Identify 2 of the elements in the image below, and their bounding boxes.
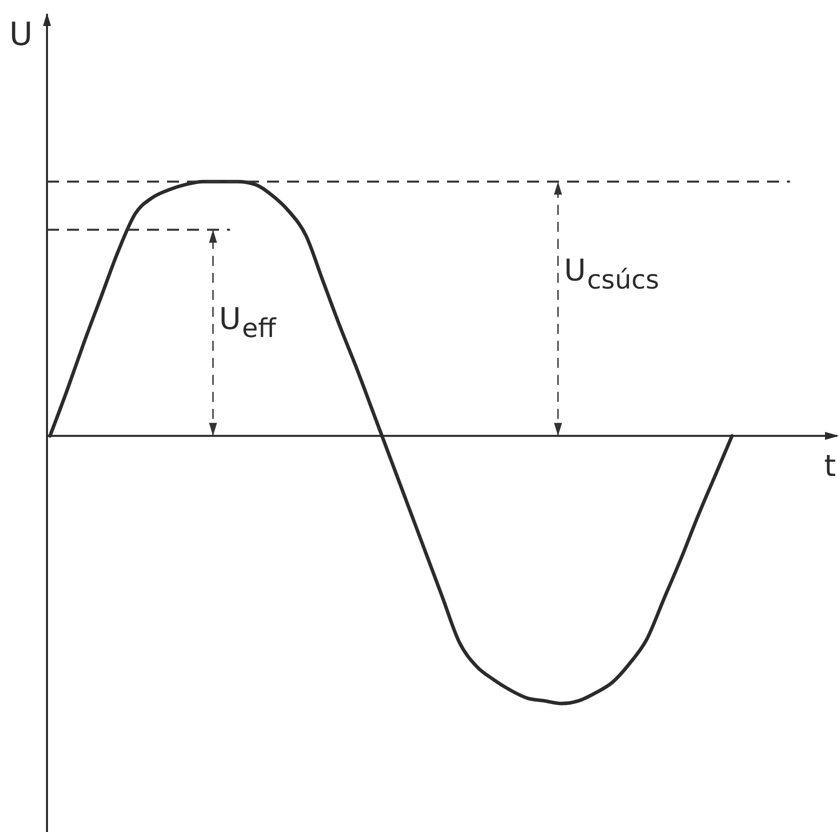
x-axis-title: t (824, 448, 836, 484)
y-axis-title: U (9, 15, 33, 53)
